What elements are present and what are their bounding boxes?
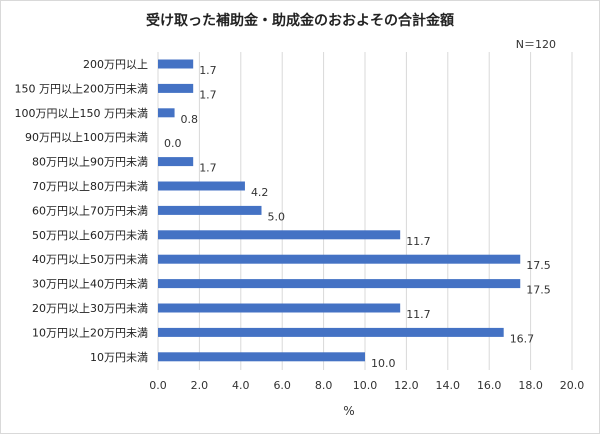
data-label: 11.7 [406, 235, 431, 248]
data-label: 1.7 [199, 162, 217, 175]
bar [158, 254, 521, 264]
x-axis-label: % [343, 404, 355, 418]
x-tick-label: 8.0 [315, 379, 333, 392]
category-label: 80万円以上90万円未満 [32, 156, 148, 169]
bar [158, 303, 401, 313]
x-tick-label: 6.0 [273, 379, 291, 392]
bar [158, 108, 175, 118]
category-label: 40万円以上50万円未満 [32, 253, 148, 266]
x-tick-label: 4.0 [232, 379, 250, 392]
data-label: 0.8 [181, 113, 199, 126]
category-label: 100万円以上150 万円未満 [15, 107, 149, 120]
x-tick-label: 16.0 [477, 379, 502, 392]
category-label: 200万円以上 [83, 58, 148, 71]
category-label: 50万円以上60万円未満 [32, 229, 148, 242]
data-label: 1.7 [199, 88, 217, 101]
category-label: 30万円以上40万円未満 [32, 278, 148, 291]
bar [158, 59, 194, 69]
category-label: 90万円以上100万円未満 [25, 131, 148, 144]
bar [158, 327, 504, 337]
bar [158, 83, 194, 93]
data-label: 10.0 [371, 357, 396, 370]
data-label: 4.2 [251, 186, 269, 199]
x-tick-label: 20.0 [560, 379, 585, 392]
chart-title: 受け取った補助金・助成金のおおよその合計金額 [146, 13, 454, 29]
x-tick-label: 0.0 [149, 379, 167, 392]
sample-size-note: N＝120 [515, 38, 556, 51]
bar [158, 157, 194, 167]
bar [158, 279, 521, 289]
category-label: 70万円以上80万円未満 [32, 180, 148, 193]
data-label: 1.7 [199, 64, 217, 77]
bar [158, 230, 401, 240]
x-tick-label: 10.0 [353, 379, 378, 392]
data-label: 17.5 [526, 259, 551, 272]
bar [158, 205, 262, 215]
x-tick-label: 2.0 [191, 379, 209, 392]
data-label: 0.0 [164, 137, 182, 150]
data-label: 16.7 [510, 332, 535, 345]
x-tick-label: 14.0 [436, 379, 461, 392]
category-label: 10万円未満 [90, 351, 148, 364]
data-label: 5.0 [268, 210, 286, 223]
x-tick-label: 12.0 [394, 379, 419, 392]
bar [158, 181, 245, 191]
category-label: 60万円以上70万円未満 [32, 204, 148, 217]
data-label: 11.7 [406, 308, 431, 321]
category-label: 20万円以上30万円未満 [32, 302, 148, 315]
data-label: 17.5 [526, 284, 551, 297]
category-label: 150 万円以上200万円未満 [15, 82, 149, 95]
category-label: 10万円以上20万円未満 [32, 326, 148, 339]
bar [158, 352, 365, 362]
x-tick-label: 18.0 [518, 379, 543, 392]
